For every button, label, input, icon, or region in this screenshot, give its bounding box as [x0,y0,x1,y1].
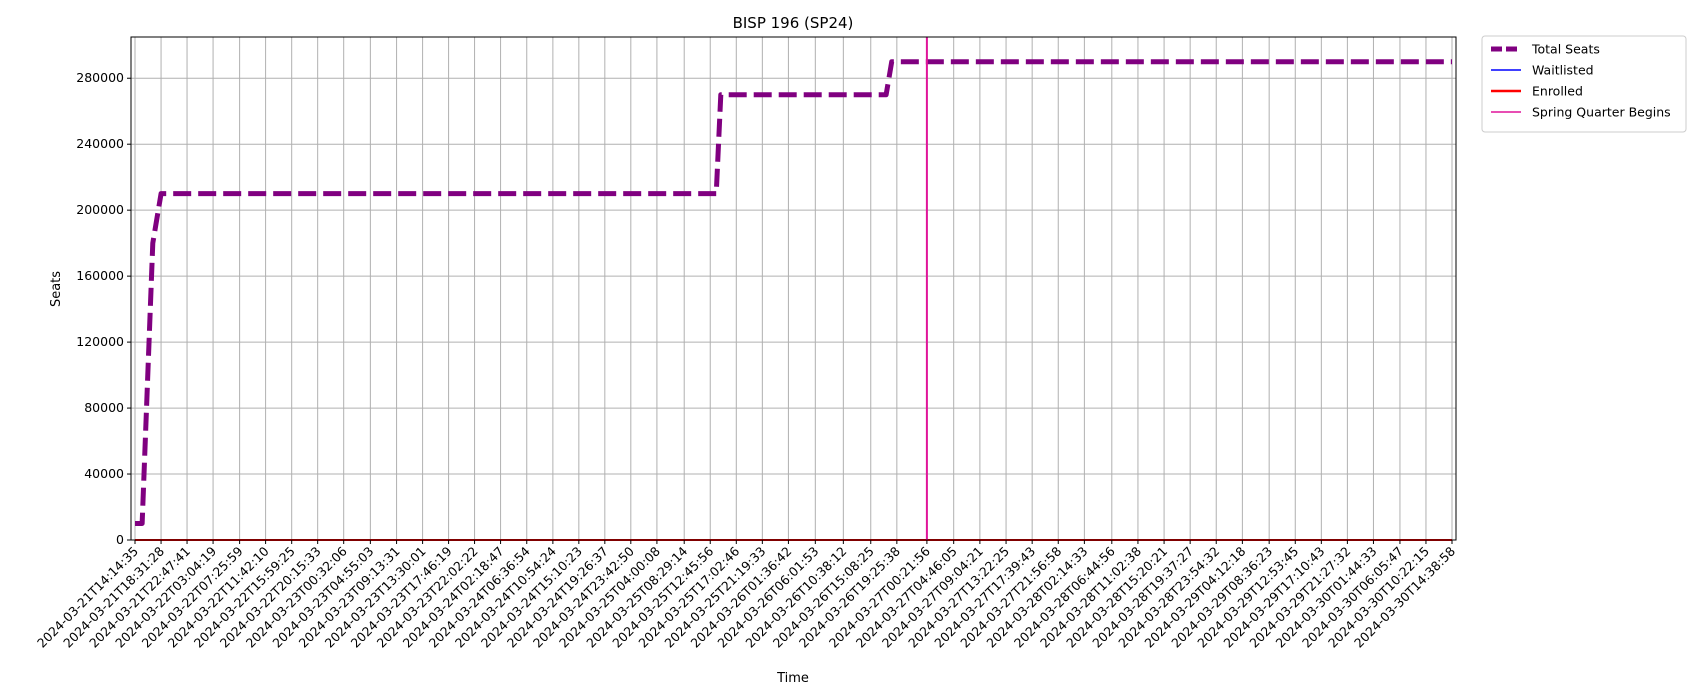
series-line-total-seats [135,59,1452,527]
y-tick-label: 0 [116,532,124,547]
x-axis: 2024-03-21T14:14:352024-03-21T18:31:2820… [34,540,1458,651]
y-tick-label: 120000 [76,334,124,349]
y-tick-label: 240000 [76,136,124,151]
grid [131,37,1456,541]
y-tick-label: 40000 [84,466,124,481]
y-axis-label: Seats [49,271,64,307]
y-axis: 0 40000 80000 120000 160000 200000 240000 28000… [76,70,131,547]
axes-frame [130,36,1457,541]
legend-box [1481,35,1687,133]
y-tick-label: 80000 [84,400,124,415]
legend: Total Seats Waitlisted Enrolled Spring Quar… [1481,35,1687,133]
x-axis-label: Time [776,671,809,686]
y-tick-label: 160000 [76,268,124,283]
y-tick-label: 200000 [76,202,124,217]
legend-label: Total Seats [1531,42,1600,57]
legend-label: Enrolled [1532,84,1583,99]
legend-label: Spring Quarter Begins [1532,105,1671,120]
legend-label: Waitlisted [1532,63,1594,78]
chart-title: BISP 196 (SP24) [733,14,854,32]
y-tick-label: 280000 [76,70,124,85]
